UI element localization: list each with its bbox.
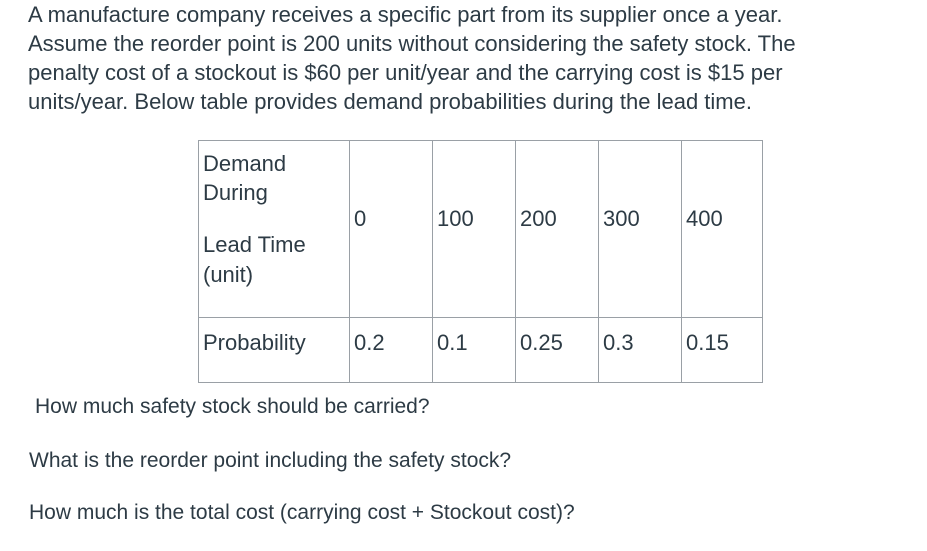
- probability-value: 0.15: [686, 330, 729, 355]
- probability-cell: 0.15: [681, 317, 763, 383]
- demand-probability-table: Demand During Lead Time (unit) 0 100 200…: [198, 140, 763, 383]
- probability-cell: 0.2: [349, 317, 433, 383]
- demand-cell: 100: [432, 140, 516, 318]
- probability-value: 0.3: [603, 330, 634, 355]
- header-label-line: (unit): [203, 262, 254, 287]
- demand-value: 100: [437, 206, 474, 231]
- demand-cell: 400: [681, 140, 763, 318]
- demand-cell: 200: [515, 140, 599, 318]
- probability-label: Probability: [203, 330, 306, 355]
- table-row-probability: Probability 0.2 0.1 0.25 0.3 0.15: [198, 317, 763, 383]
- demand-value: 0: [354, 206, 367, 231]
- problem-line: penalty cost of a stockout is $60 per un…: [28, 60, 783, 85]
- probability-value: 0.1: [437, 330, 468, 355]
- question-safety-stock: How much safety stock should be carried?: [35, 395, 430, 418]
- probability-value: 0.25: [520, 330, 563, 355]
- question-reorder-point: What is the reorder point including the …: [29, 449, 512, 472]
- demand-cell: 0: [349, 140, 433, 318]
- problem-line: units/year. Below table provides demand …: [28, 89, 752, 114]
- question-total-cost: How much is the total cost (carrying cos…: [29, 501, 575, 524]
- probability-cell: 0.25: [515, 317, 599, 383]
- demand-value: 300: [603, 206, 640, 231]
- table-row-demand: Demand During Lead Time (unit) 0 100 200…: [198, 140, 763, 318]
- problem-line: Assume the reorder point is 200 units wi…: [28, 31, 796, 56]
- problem-statement: A manufacture company receives a specifi…: [28, 0, 918, 116]
- demand-value: 200: [520, 206, 557, 231]
- probability-cell: 0.3: [598, 317, 682, 383]
- probability-label-cell: Probability: [198, 317, 350, 383]
- probability-value: 0.2: [354, 330, 385, 355]
- header-cell-demand: Demand During Lead Time (unit): [198, 140, 350, 318]
- header-label-line: Lead Time: [203, 232, 306, 257]
- demand-value: 400: [686, 206, 723, 231]
- demand-cell: 300: [598, 140, 682, 318]
- header-label-line: Demand: [203, 151, 287, 176]
- problem-line: A manufacture company receives a specifi…: [28, 2, 783, 27]
- header-label-line: During: [203, 180, 268, 205]
- probability-cell: 0.1: [432, 317, 516, 383]
